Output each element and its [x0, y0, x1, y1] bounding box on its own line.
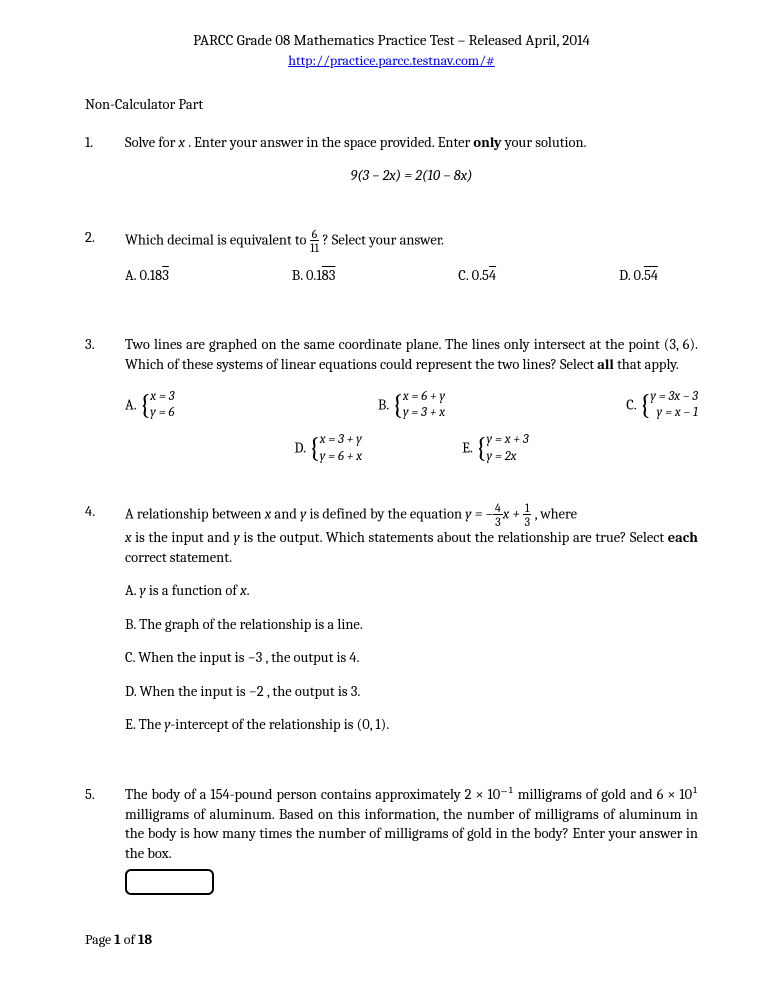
question-4: 4. A relationship between x and y is def… [85, 502, 698, 749]
q3-option-b[interactable]: B. {x = 6 + yy = 3 + x [316, 389, 507, 423]
question-2: 2. Which decimal is equivalent to 611 ? … [85, 228, 698, 286]
q4-text-a: A relationship between [125, 505, 265, 522]
q2-text-a: Which decimal is equivalent to [125, 231, 310, 248]
page-title: PARCC Grade 08 Mathematics Practice Test… [85, 30, 698, 50]
q3-bold: all [597, 356, 614, 373]
q3-option-e[interactable]: E. {y = x + 3y = 2x [462, 432, 529, 466]
q4-option-a[interactable]: A. y is a function of x. [125, 581, 698, 601]
q2-number: 2. [85, 228, 125, 286]
q1-text-c: your solution. [502, 134, 587, 151]
q4-option-b[interactable]: B. The graph of the relationship is a li… [125, 615, 698, 635]
question-3: 3. Two lines are graphed on the same coo… [85, 335, 698, 466]
section-header: Non-Calculator Part [85, 95, 698, 115]
q4-option-d[interactable]: D. When the input is −2 , the output is … [125, 682, 698, 702]
q4-option-c[interactable]: C. When the input is −3 , the output is … [125, 648, 698, 668]
q3-option-c[interactable]: C. {y = 3x − 3y = x − 1 [507, 389, 698, 423]
q1-bold: only [473, 134, 501, 151]
question-5: 5. The body of a 154-pound person contai… [85, 785, 698, 901]
q4-option-e[interactable]: E. The y-intercept of the relationship i… [125, 715, 698, 735]
q2-option-c[interactable]: C. 0.54 [458, 266, 496, 286]
answer-input-box[interactable] [125, 869, 214, 895]
q1-text-b: . Enter your answer in the space provide… [185, 134, 473, 151]
q4-number: 4. [85, 502, 125, 749]
q3-option-a[interactable]: A. {x = 3y = 6 [125, 389, 316, 423]
q2-option-a[interactable]: A. 0.183 [125, 266, 169, 286]
source-link[interactable]: http://practice.parcc.testnav.com/# [85, 52, 698, 71]
q5-text: The body of a 154-pound person contains … [125, 785, 698, 863]
q2-option-d[interactable]: D. 0.54 [619, 266, 658, 286]
q1-text-a: Solve for [125, 134, 179, 151]
q1-equation: 9(3 − 2x) = 2(10 − 8x) [125, 166, 698, 186]
q3-number: 3. [85, 335, 125, 466]
question-1: 1. Solve for x . Enter your answer in th… [85, 133, 698, 200]
q5-number: 5. [85, 785, 125, 901]
page-footer: Page 1 of 18 [85, 931, 698, 950]
q2-option-b[interactable]: B. 0.183 [292, 266, 336, 286]
q2-fraction: 611 [310, 228, 320, 254]
q2-text-b: ? Select your answer. [319, 231, 444, 248]
q3-option-d[interactable]: D. {x = 3 + yy = 6 + x [294, 432, 362, 466]
q1-number: 1. [85, 133, 125, 200]
q3-text-b: that apply. [614, 356, 679, 373]
